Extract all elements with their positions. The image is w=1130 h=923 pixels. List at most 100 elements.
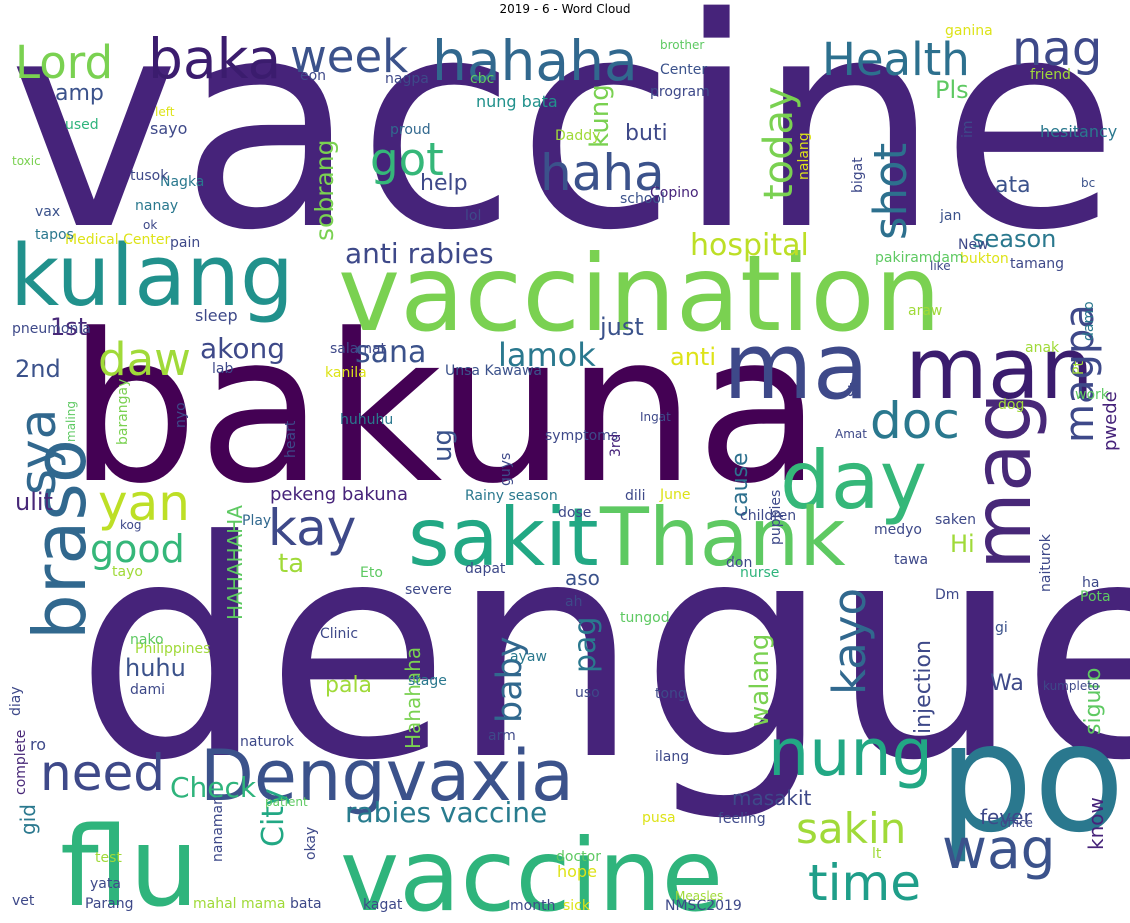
word-puppies-146: puppies (768, 490, 784, 545)
word-kayo-36: kayo (823, 588, 876, 695)
word-man-9: man (905, 320, 1094, 419)
word-anti-52: anti (670, 343, 716, 371)
word-thank-13: Thank (599, 491, 846, 584)
word-1st-68: 1st (50, 313, 87, 341)
word-kung-55: kung (585, 84, 615, 148)
word-got-32: got (370, 133, 444, 186)
word-arm-178: arm (488, 728, 516, 744)
word-program-85: program (650, 84, 710, 100)
word-nanaman-184: nanaman (210, 796, 226, 862)
word-nyo-130: nyo (173, 402, 189, 428)
word-haha-21: haha (540, 144, 665, 202)
word-bata-194: bata (290, 896, 322, 912)
word-heart-133: heart (283, 420, 299, 458)
word-magpa-35: magpa (1057, 304, 1103, 443)
word-bukton-115: bukton (960, 251, 1009, 267)
word-araw-118: araw (908, 303, 942, 319)
word-ha-161: ha (1082, 575, 1099, 591)
word-dm-160: Dm (935, 587, 959, 603)
word-sobrang-49: sobrang (310, 139, 339, 241)
word-lab-127: lab (212, 361, 233, 377)
word-ug-63: ug (428, 429, 458, 462)
word-used-100: used (65, 117, 99, 133)
word-kagat-195: kagat (363, 897, 403, 913)
word-today-33: today (756, 86, 802, 200)
word-medical-center-95: Medical Center (65, 232, 170, 248)
word-work-121: work (1075, 387, 1110, 403)
word-don-151: don (726, 555, 752, 571)
word-maling-131: maling (64, 401, 78, 442)
word-ro-175: ro (30, 735, 46, 754)
word-huhuhu-134: huhuhu (340, 412, 393, 428)
word-left-101: left (155, 105, 175, 119)
word-season-59: season (972, 225, 1056, 253)
word-nalang-109: nalang (796, 132, 812, 180)
word-cbc-83: cbc (470, 71, 494, 87)
word-need-25: need (40, 744, 165, 802)
word-sick-197: sick (563, 898, 591, 914)
word-sakit-12: sakit (408, 491, 599, 584)
word-guys-135: guys (498, 453, 514, 486)
word-tapos-96: tapos (35, 227, 74, 243)
word-naiturok-141: naiturok (1038, 533, 1054, 592)
word-bigat-110: bigat (850, 157, 866, 193)
word-week-18: week (290, 30, 408, 83)
word-gid-80: gid (16, 804, 40, 835)
word-tungod-167: tungod (620, 610, 670, 626)
word-dengue-1: dengue (75, 477, 1130, 826)
word-good-37: good (90, 527, 185, 571)
word-help-57: help (420, 171, 468, 196)
word-vaccination-3: vaccination (338, 233, 941, 355)
word-hospital-44: hospital (690, 228, 809, 263)
word-pain-94: pain (170, 235, 200, 251)
word-ulit-67: ulit (15, 488, 53, 516)
word-lt-188: lt (872, 846, 882, 862)
word-anak-123: anak (1025, 340, 1060, 356)
word-eon-102: eon (300, 68, 326, 84)
word-ma-10: ma (723, 313, 869, 420)
word-toxic-99: toxic (12, 154, 41, 168)
word-daddy-86: Daddy (555, 128, 600, 144)
word-test-189: test (95, 850, 122, 866)
word-pneumonia-126: pneumonia (12, 321, 91, 337)
word-mahal-mama-193: mahal mama (193, 896, 285, 912)
word-know-78: know (1084, 797, 1108, 850)
word-barangay-132: barangay (115, 379, 131, 445)
word-cause-64: cause (728, 452, 753, 517)
word-ayaw-168: ayaw (510, 649, 547, 665)
word-saken-148: saken (935, 512, 976, 528)
word-ata-58: ata (995, 173, 1031, 198)
word-nurse-157: nurse (740, 565, 779, 581)
word-kanila-128: kanila (325, 365, 367, 381)
word-dami-170: dami (130, 682, 165, 698)
word-nanay-93: nanay (135, 198, 178, 214)
word-sayo-81: sayo (150, 119, 187, 138)
word-parang-192: Parang (85, 896, 134, 912)
word-diay-163: diay (8, 686, 24, 716)
word-braso-15: braso (18, 439, 102, 640)
word-dose-143: dose (558, 505, 591, 521)
word-doctor-186: doctor (556, 849, 601, 865)
word-vax-97: vax (35, 204, 60, 220)
word-hahahaha-70: HAHAHAHA (223, 505, 247, 620)
word-flu-5: flu (60, 803, 199, 923)
word-june-145: June (659, 487, 691, 503)
word-pwede-76: pwede (1100, 391, 1121, 451)
word-jan-112: jan (939, 208, 961, 224)
word-walang-54: walang (745, 634, 775, 727)
word-st-122: St (846, 382, 862, 397)
word-sleep-125: sleep (195, 306, 238, 325)
word-2nd-69: 2nd (15, 355, 61, 383)
word-okay-185: okay (303, 827, 319, 860)
word-measles-199: Measles (675, 889, 723, 903)
word-month-196: month (510, 898, 555, 914)
word-tamang-116: tamang (1010, 256, 1064, 272)
word-uso-172: uso (575, 685, 600, 701)
word-children-147: children (740, 508, 796, 524)
word-feeling-182: feeling (718, 811, 766, 827)
word-rainy-season-142: Rainy season (465, 488, 558, 504)
word-shot-34: shot (864, 143, 917, 240)
word-yata-190: yata (90, 876, 121, 892)
word-doc-31: doc (870, 392, 960, 450)
